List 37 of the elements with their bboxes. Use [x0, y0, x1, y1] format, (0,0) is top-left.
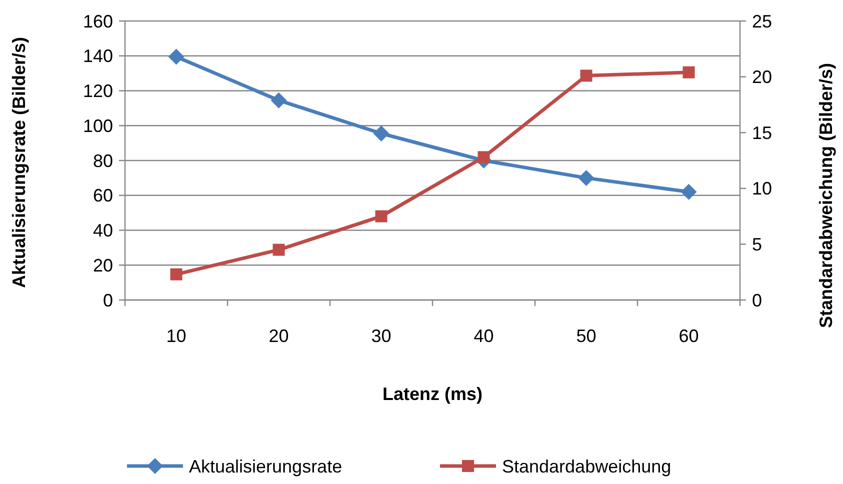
point	[682, 66, 695, 78]
y-tick-label: 60	[92, 186, 113, 206]
y-tick-label: 80	[92, 150, 113, 171]
point	[478, 151, 490, 164]
y2-tick-label: 25	[752, 11, 772, 32]
x-tick-label: 60	[678, 326, 699, 346]
legend-label: Aktualisierungsrate	[189, 456, 342, 476]
x-axis-title: Latenz (ms)	[382, 384, 483, 404]
y-tick-label: 160	[82, 11, 113, 32]
point	[373, 125, 390, 142]
x-tick-label: 10	[166, 326, 186, 346]
y2-tick-label: 10	[752, 178, 772, 199]
point	[680, 184, 697, 200]
y2-tick-label: 0	[752, 290, 762, 310]
legend-label: Standardabweichung	[502, 456, 672, 476]
y-tick-label: 140	[82, 46, 113, 66]
point	[272, 244, 285, 256]
y-tick-label: 120	[82, 81, 113, 102]
y2-tick-label: 5	[752, 234, 762, 254]
y-tick-label: 20	[92, 255, 113, 276]
y2-tick-label: 20	[752, 67, 772, 88]
y-axis-title: Aktualisierungsrate (Bilder/s)	[9, 36, 29, 288]
point	[578, 170, 594, 186]
y-tick-label: 40	[92, 220, 113, 241]
point	[170, 268, 182, 280]
point	[168, 48, 184, 65]
y2-tick-label: 15	[752, 122, 772, 143]
point	[270, 92, 287, 108]
y-tick-label: 0	[102, 290, 113, 310]
x-tick-label: 40	[474, 326, 494, 346]
y2-axis-title: Standardabweichung (Bilder/s)	[816, 62, 836, 328]
x-tick-label: 20	[268, 326, 289, 346]
y-tick-label: 100	[82, 116, 113, 136]
point	[375, 210, 388, 222]
x-tick-label: 30	[371, 326, 392, 346]
point	[580, 70, 592, 82]
x-tick-label: 50	[576, 326, 596, 346]
